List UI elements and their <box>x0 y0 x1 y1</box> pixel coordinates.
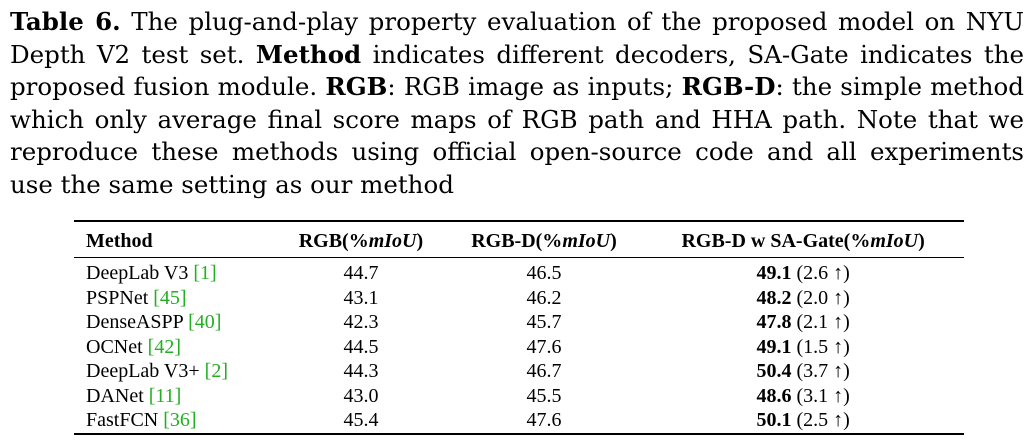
method-cell: DANet [11] <box>86 384 182 407</box>
table-caption: Table 6. The plug-and-play property eval… <box>10 6 1024 201</box>
citation-link[interactable]: [36] <box>163 409 197 431</box>
method-cell: OCNet [42] <box>86 335 181 358</box>
citation-link[interactable]: [40] <box>188 311 222 333</box>
rgbd-cell: 45.7 <box>526 311 562 333</box>
table-row: DeepLab V3+ [2] 44.3 46.7 50.4 (3.7 ↑) <box>74 359 964 384</box>
results-table: Method RGB(%mIoU) RGB-D(%mIoU) RGB-D w S… <box>74 220 964 435</box>
sagate-cell: 49.1 (1.5 ↑) <box>756 335 850 358</box>
sagate-cell: 49.1 (2.6 ↑) <box>756 262 850 284</box>
caption-method-term: Method <box>255 39 362 69</box>
table-row: DenseASPP [40] 42.3 45.7 47.8 (2.1 ↑) <box>74 310 964 335</box>
rgbd-cell: 45.5 <box>526 384 562 407</box>
rgb-cell: 43.0 <box>343 384 379 407</box>
sagate-cell: 47.8 (2.1 ↑) <box>756 311 850 333</box>
table-row: PSPNet [45] 43.1 46.2 48.2 (2.0 ↑) <box>74 286 964 311</box>
rgbd-cell: 46.2 <box>526 286 562 309</box>
method-cell: FastFCN [36] <box>86 409 197 431</box>
caption-rgbd-term: RGB-D <box>681 72 776 101</box>
caption-text-4: : the simple method which only average f… <box>10 72 1024 199</box>
rgb-cell: 44.7 <box>343 262 379 284</box>
citation-link[interactable]: [42] <box>147 335 181 358</box>
rgbd-cell: 46.5 <box>526 262 562 284</box>
header-rgbd-sagate: RGB-D w SA-Gate(%mIoU) <box>681 230 925 252</box>
table-row: DANet [11] 43.0 45.5 48.6 (3.1 ↑) <box>74 384 964 409</box>
results-table-wrapper: Method RGB(%mIoU) RGB-D(%mIoU) RGB-D w S… <box>74 220 964 435</box>
citation-link[interactable]: [45] <box>153 286 187 309</box>
method-cell: DeepLab V3+ [2] <box>86 360 228 382</box>
table-row: DeepLab V3 [1] 44.7 46.5 49.1 (2.6 ↑) <box>74 258 964 286</box>
method-cell: DeepLab V3 [1] <box>86 262 217 284</box>
sagate-cell: 50.1 (2.5 ↑) <box>756 409 850 431</box>
citation-link[interactable]: [2] <box>204 360 228 382</box>
citation-link[interactable]: [1] <box>193 262 217 284</box>
method-cell: PSPNet [45] <box>86 286 187 309</box>
rgb-cell: 44.5 <box>343 335 379 358</box>
header-method: Method <box>86 230 153 252</box>
caption-rgb-term: RGB <box>325 72 388 101</box>
method-cell: DenseASPP [40] <box>86 311 222 333</box>
header-rgb: RGB(%mIoU) <box>298 230 424 252</box>
rgb-cell: 44.3 <box>343 360 379 382</box>
rgb-cell: 45.4 <box>343 409 379 431</box>
rgbd-cell: 47.6 <box>526 335 562 358</box>
caption-text-3: : RGB image as inputs; <box>387 72 682 101</box>
caption-text-2: indicates different decoders, SA-Gate in… <box>10 39 1024 102</box>
table-row: OCNet [42] 44.5 47.6 49.1 (1.5 ↑) <box>74 335 964 360</box>
header-rgbd: RGB-D(%mIoU) <box>471 230 617 252</box>
sagate-cell: 48.2 (2.0 ↑) <box>756 286 850 309</box>
sagate-cell: 48.6 (3.1 ↑) <box>756 384 850 407</box>
sagate-cell: 50.4 (3.7 ↑) <box>756 360 850 382</box>
rgbd-cell: 46.7 <box>526 360 562 382</box>
rgb-cell: 43.1 <box>343 286 379 309</box>
caption-text-1: The plug-and-play property evaluation of… <box>10 7 1024 69</box>
rgb-cell: 42.3 <box>343 311 379 333</box>
caption-label: Table 6. <box>10 7 121 36</box>
header-row: Method RGB(%mIoU) RGB-D(%mIoU) RGB-D w S… <box>74 221 964 258</box>
rgbd-cell: 47.6 <box>526 409 562 431</box>
table-row: FastFCN [36] 45.4 47.6 50.1 (2.5 ↑) <box>74 408 964 434</box>
citation-link[interactable]: [11] <box>148 384 182 407</box>
